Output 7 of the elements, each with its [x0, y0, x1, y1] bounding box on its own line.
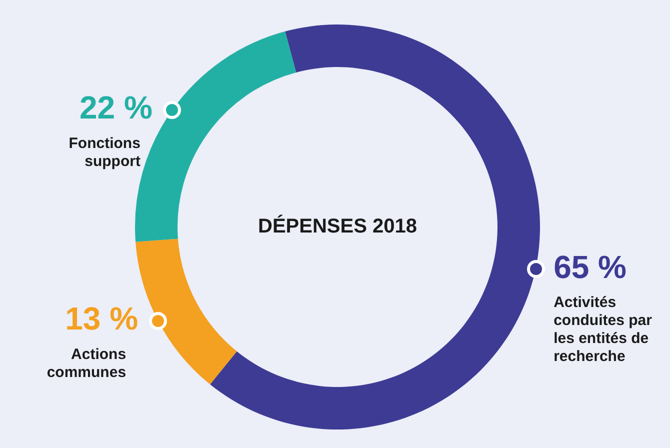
text: DÉPENSES 2018 [258, 214, 417, 238]
data-label: 13 % [65, 300, 138, 337]
data-label: 65 % [554, 248, 627, 285]
data-label: 22 % [80, 90, 152, 126]
slice-label: Actions communes [46, 346, 126, 381]
slice-label: Fonctions support [68, 134, 140, 170]
slice-label: Activités conduites par les entités de recherche [554, 294, 652, 366]
